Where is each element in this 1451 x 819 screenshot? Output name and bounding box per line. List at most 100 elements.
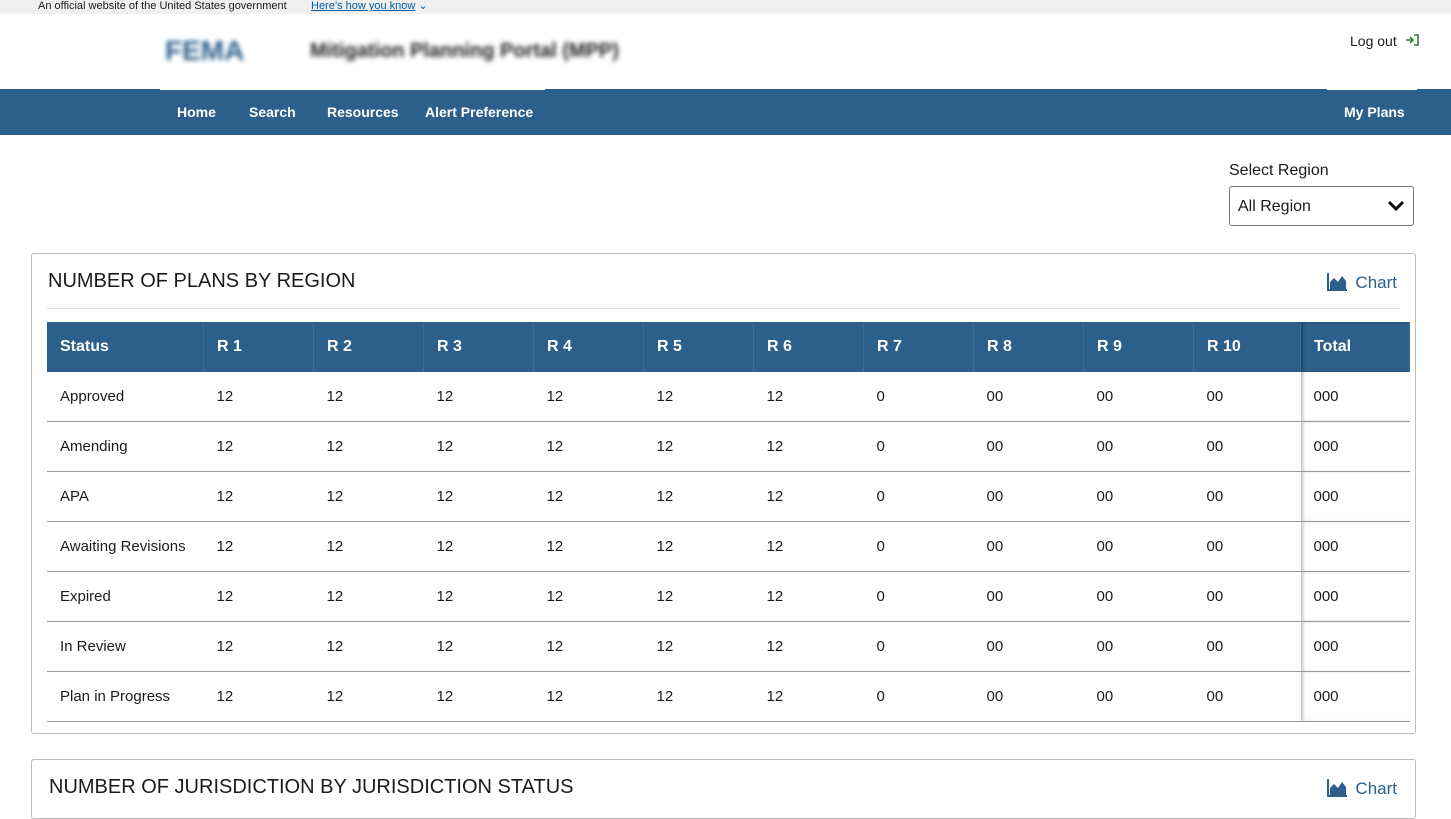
- status-cell: In Review: [47, 621, 204, 672]
- count-cell: 00: [973, 671, 1084, 722]
- nav-item[interactable]: My Plans: [1344, 104, 1405, 120]
- table-row: Amending 12 12 12 12 12 12 0 00 00 00 000: [47, 421, 1410, 472]
- count-cell: 12: [423, 671, 534, 722]
- count-cell: 12: [753, 471, 864, 522]
- count-cell: 00: [1193, 571, 1301, 622]
- column-header: Total: [1300, 322, 1410, 372]
- count-cell: 12: [533, 471, 644, 522]
- column-header: R 8: [973, 322, 1084, 372]
- select-label: Select Region: [1229, 162, 1329, 179]
- count-cell: 12: [203, 671, 314, 722]
- count-cell: 000: [1300, 521, 1410, 572]
- chart-button[interactable]: Chart: [1327, 779, 1397, 799]
- count-cell: 12: [423, 471, 534, 522]
- panel: NUMBER OF JURISDICTION BY JURISDICTION S…: [31, 759, 1416, 819]
- nav-accent: [1327, 89, 1417, 90]
- column-header: R 5: [643, 322, 754, 372]
- count-cell: 00: [1083, 571, 1194, 622]
- count-cell: 12: [643, 372, 754, 422]
- count-cell: 000: [1300, 421, 1410, 472]
- count-cell: 12: [643, 571, 754, 622]
- count-cell: 12: [313, 671, 424, 722]
- count-cell: 000: [1300, 621, 1410, 672]
- how-you-know[interactable]: Here’s how you know: [311, 0, 416, 12]
- count-cell: 00: [973, 521, 1084, 572]
- chart-text[interactable]: Chart: [1355, 273, 1397, 292]
- count-cell: 0: [863, 671, 974, 722]
- status-cell: Amending: [47, 421, 204, 472]
- logo[interactable]: FEMA: [165, 35, 245, 66]
- status-cell: Awaiting Revisions: [47, 521, 204, 572]
- table-row: Awaiting Revisions 12 12 12 12 12 12 0 00 00 00 000: [47, 521, 1410, 572]
- count-cell: 12: [533, 421, 644, 472]
- status-cell: Plan in Progress: [47, 671, 204, 722]
- count-cell: 00: [973, 471, 1084, 522]
- count-cell: 12: [313, 521, 424, 572]
- nav-item[interactable]: Home: [177, 104, 216, 120]
- nav-accent: [160, 89, 545, 90]
- count-cell: 12: [753, 421, 864, 472]
- column-header: R 2: [313, 322, 424, 372]
- count-cell: 12: [533, 521, 644, 572]
- count-cell: 00: [1083, 372, 1194, 422]
- panel-title: NUMBER OF PLANS BY REGION: [48, 270, 356, 292]
- count-cell: 00: [973, 421, 1084, 472]
- table-row: Plan in Progress 12 12 12 12 12 12 0 00 00 00 000: [47, 671, 1410, 722]
- count-cell: 00: [1193, 372, 1301, 422]
- count-cell: 0: [863, 421, 974, 472]
- count-cell: 12: [643, 621, 754, 672]
- count-cell: 00: [1193, 671, 1301, 722]
- chart-text[interactable]: Chart: [1355, 779, 1397, 798]
- count-cell: 000: [1300, 671, 1410, 722]
- nav-item[interactable]: Search: [249, 104, 296, 120]
- count-cell: 12: [533, 621, 644, 672]
- chart-icon: [1327, 273, 1348, 291]
- count-cell: 000: [1300, 471, 1410, 522]
- status-cell: Approved: [47, 372, 204, 422]
- count-cell: 12: [423, 521, 534, 572]
- count-cell: 12: [533, 671, 644, 722]
- count-cell: 12: [313, 421, 424, 472]
- count-cell: 12: [203, 571, 314, 622]
- nav-bar: Home Search Resources Alert Preference M…: [0, 89, 1451, 135]
- logout[interactable]: Log out: [1350, 33, 1419, 49]
- count-cell: 000: [1300, 571, 1410, 622]
- nav-item[interactable]: Alert Preference: [425, 104, 534, 120]
- count-cell: 12: [753, 372, 864, 422]
- column-header: R 9: [1083, 322, 1194, 372]
- count-cell: 12: [313, 471, 424, 522]
- count-cell: 00: [1193, 421, 1301, 472]
- count-cell: 00: [1193, 621, 1301, 672]
- count-cell: 12: [643, 421, 754, 472]
- chevron: [1387, 200, 1405, 212]
- count-cell: 00: [1083, 471, 1194, 522]
- count-cell: 12: [753, 671, 864, 722]
- count-cell: 12: [423, 421, 534, 472]
- chart-icon: [1327, 779, 1348, 797]
- count-cell: 12: [423, 571, 534, 622]
- count-cell: 00: [1193, 521, 1301, 572]
- column-header: R 4: [533, 322, 644, 372]
- chart-button[interactable]: Chart: [1327, 273, 1397, 293]
- table-row: Approved 12 12 12 12 12 12 0 00 00 00 000: [47, 372, 1410, 422]
- count-cell: 12: [203, 372, 314, 422]
- logout-text[interactable]: Log out: [1350, 33, 1397, 49]
- count-cell: 12: [753, 571, 864, 622]
- table-row: In Review 12 12 12 12 12 12 0 00 00 00 000: [47, 621, 1410, 672]
- select-value[interactable]: All Region: [1238, 198, 1311, 215]
- count-cell: 12: [313, 621, 424, 672]
- column-header: R 6: [753, 322, 864, 372]
- region-select[interactable]: All Region: [1229, 186, 1414, 226]
- banner-link[interactable]: Here’s how you know ⌄: [311, 0, 428, 12]
- column-header: R 7: [863, 322, 974, 372]
- count-cell: 12: [203, 521, 314, 572]
- count-cell: 12: [203, 621, 314, 672]
- nav-item[interactable]: Resources: [327, 104, 399, 120]
- count-cell: 0: [863, 372, 974, 422]
- count-cell: 00: [1083, 421, 1194, 472]
- banner-text: An official website of the United States…: [38, 0, 287, 12]
- count-cell: 0: [863, 571, 974, 622]
- count-cell: 12: [203, 421, 314, 472]
- column-header: R 10: [1193, 322, 1301, 372]
